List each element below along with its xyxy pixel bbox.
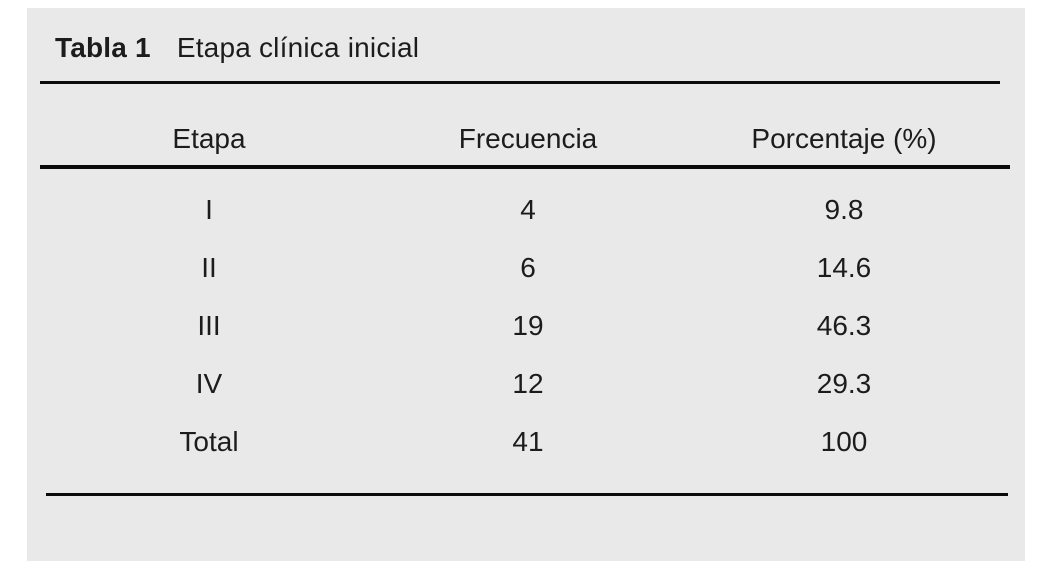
table-panel: Tabla 1 Etapa clínica inicial Etapa Frecu… xyxy=(27,8,1025,561)
table-cell: 41 xyxy=(512,426,544,457)
column-header-frecuencia: Frecuencia xyxy=(458,123,598,154)
title-rule xyxy=(40,81,1000,84)
table-row: III 19 46.3 xyxy=(40,297,1010,355)
bottom-rule xyxy=(46,493,1008,496)
column-header-etapa: Etapa xyxy=(172,123,246,154)
table-caption: Etapa clínica inicial xyxy=(176,32,420,63)
table-cell: 9.8 xyxy=(824,194,864,225)
header-rule xyxy=(40,165,1010,169)
table-cell: 19 xyxy=(512,310,544,341)
table-row: II 6 14.6 xyxy=(40,239,1010,297)
table-number-label: Tabla 1 xyxy=(55,32,151,63)
table-body: I 4 9.8 II 6 14.6 III 19 46.3 IV 12 29.3 Total 41 100 xyxy=(27,169,1025,471)
table-cell: 12 xyxy=(512,368,544,399)
column-header-porcentaje: Porcentaje (%) xyxy=(751,123,937,154)
table-cell: I xyxy=(205,194,213,225)
table-title: Tabla 1 Etapa clínica inicial xyxy=(55,33,1025,63)
table-cell: II xyxy=(201,252,217,283)
table-cell: 14.6 xyxy=(816,252,872,283)
table-cell: 100 xyxy=(820,426,868,457)
table-header-row: Etapa Frecuencia Porcentaje (%) xyxy=(40,84,1010,165)
table-cell: 29.3 xyxy=(816,368,872,399)
table-row: Total 41 100 xyxy=(40,413,1010,471)
table-cell: Total xyxy=(179,426,239,457)
table-cell: IV xyxy=(195,368,223,399)
table-cell: 4 xyxy=(520,194,536,225)
table-cell: 6 xyxy=(520,252,536,283)
table-cell: III xyxy=(197,310,221,341)
table-row: I 4 9.8 xyxy=(40,181,1010,239)
table-cell: 46.3 xyxy=(816,310,872,341)
table-row: IV 12 29.3 xyxy=(40,355,1010,413)
